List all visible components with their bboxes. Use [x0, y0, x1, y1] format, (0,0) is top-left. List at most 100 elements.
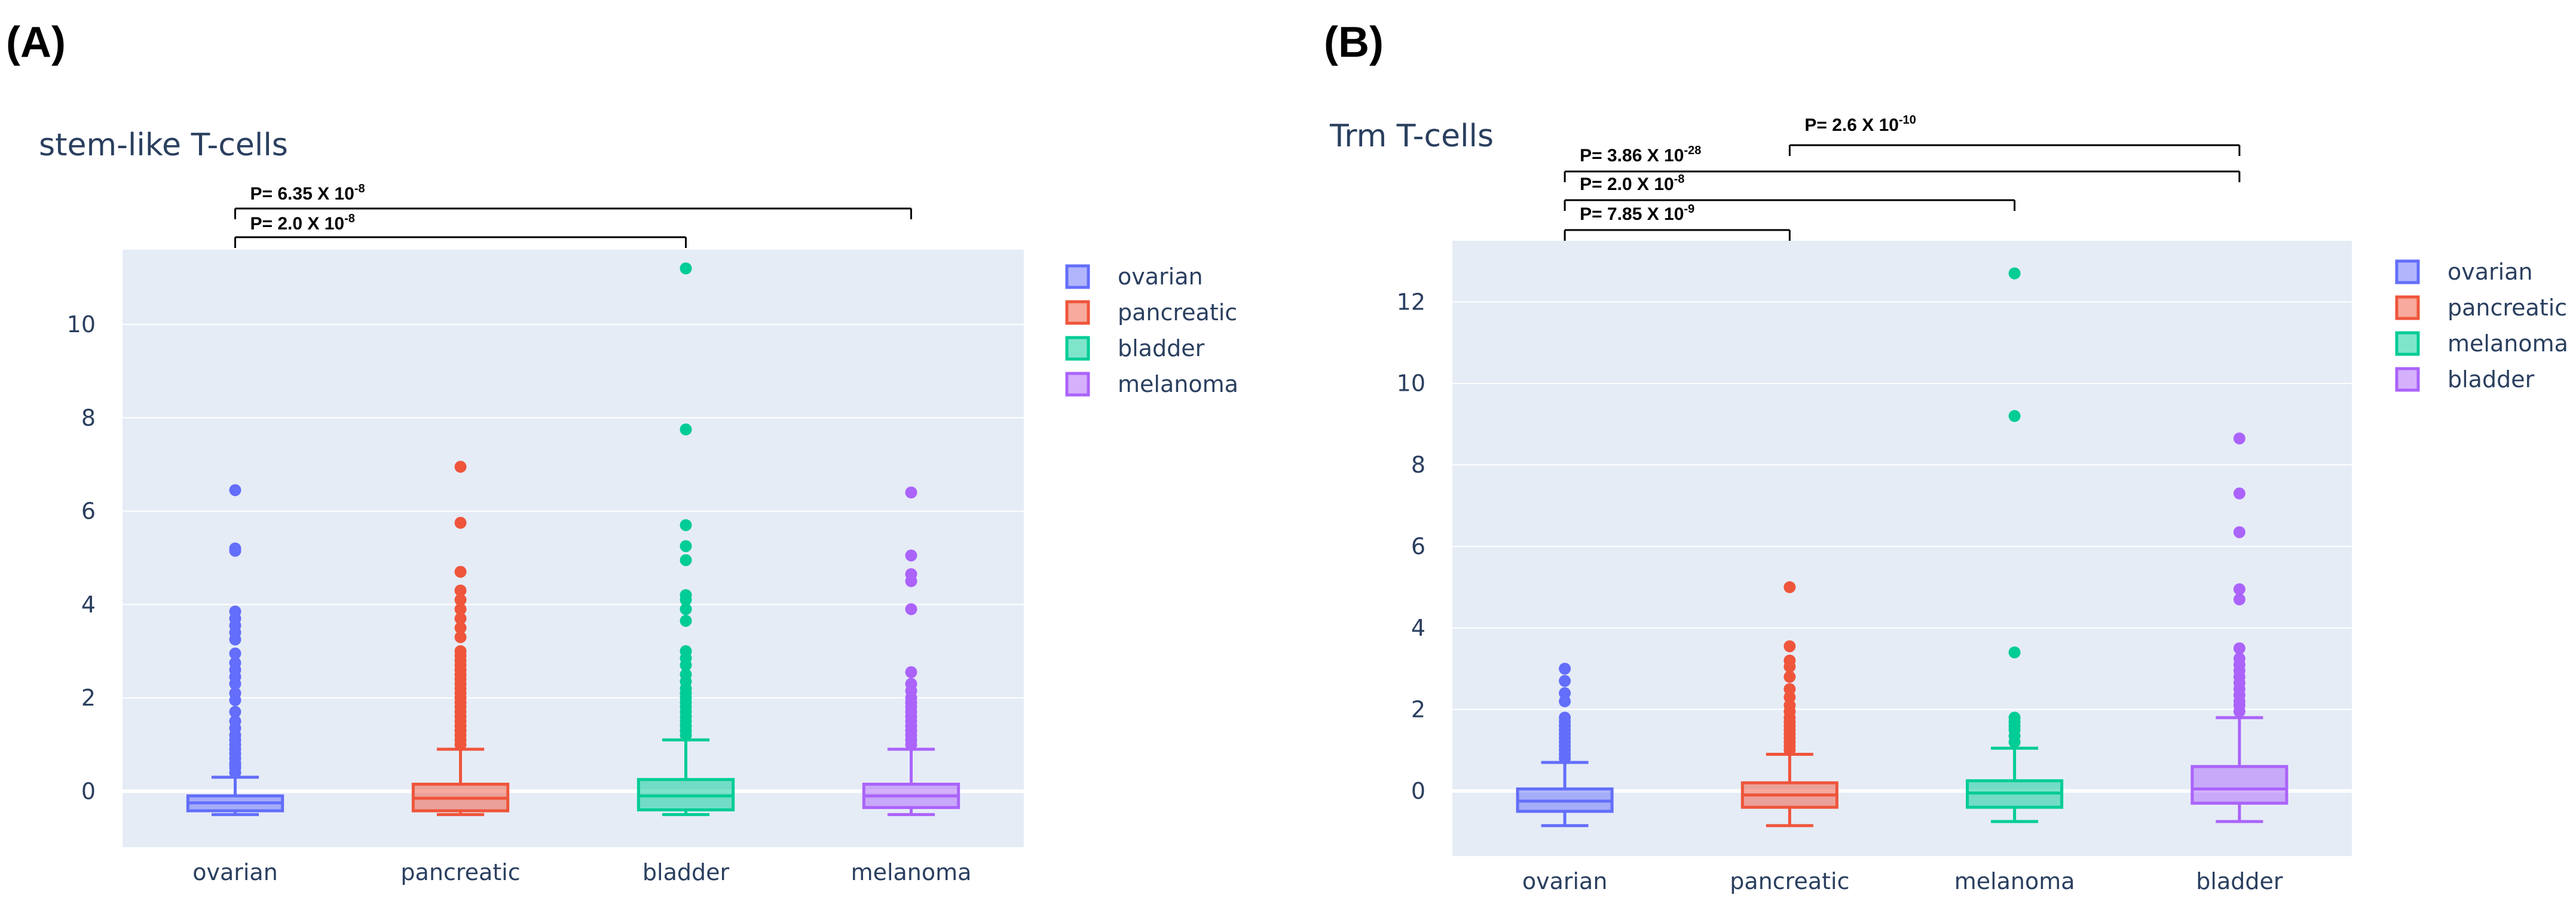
y-tick-label: 4: [1411, 615, 1425, 641]
outlier-point: [680, 262, 692, 275]
outlier-point: [229, 687, 241, 700]
p-value-exponent: -9: [1684, 203, 1694, 216]
x-tick-label: pancreatic: [400, 859, 520, 885]
y-tick-label: 10: [1397, 370, 1425, 397]
x-tick-label: melanoma: [851, 859, 972, 885]
outlier-point: [229, 543, 241, 554]
outlier-point: [2233, 583, 2245, 596]
outlier-point: [1559, 687, 1571, 700]
outlier-point: [229, 605, 241, 618]
p-value-label: P= 2.0 X 10-8: [250, 212, 355, 234]
y-tick-label: 2: [1411, 696, 1425, 722]
panel-label-a: (A): [6, 19, 66, 66]
outlier-point: [2233, 432, 2245, 445]
y-tick-label: 6: [81, 498, 96, 525]
box-bladder: [2190, 432, 2289, 823]
y-tick-label: 0: [1411, 778, 1425, 804]
legend-label: bladder: [2447, 366, 2535, 393]
p-value-exponent: -10: [1899, 114, 1916, 127]
outlier-point: [454, 631, 467, 643]
outlier-point: [2233, 652, 2245, 665]
plot-area: [123, 250, 1024, 847]
outlier-point: [2233, 642, 2245, 655]
outlier-point: [1559, 663, 1571, 675]
box-ovarian: [186, 484, 284, 816]
legend-swatch: [1065, 300, 1090, 325]
y-tick-label: 10: [67, 311, 96, 338]
legend-label: ovarian: [2447, 259, 2533, 285]
y-tick-label: 6: [1411, 534, 1425, 560]
outlier-point: [454, 603, 467, 615]
outlier-point: [2008, 410, 2021, 422]
outlier-point: [905, 549, 917, 562]
p-value-exponent: -8: [354, 182, 365, 195]
chart-title-b: Trm T-cells: [1329, 118, 1494, 154]
legend-label: melanoma: [2447, 330, 2568, 357]
outlier-point: [680, 423, 692, 436]
box-melanoma: [862, 486, 960, 816]
outlier-point: [2008, 712, 2021, 724]
box-melanoma: [1966, 267, 2064, 823]
outlier-point: [2233, 487, 2245, 499]
outlier-point: [680, 615, 692, 627]
y-tick-label: 4: [81, 591, 96, 618]
panel-label-b: (B): [1324, 19, 1384, 66]
significance-bracket: P= 6.35 X 10-8: [234, 182, 912, 219]
box-ovarian: [1516, 663, 1614, 827]
outlier-point: [229, 484, 241, 496]
outlier-point: [454, 517, 467, 529]
chart-trm: 0 2 4 6 8 10 12 ovarian pancreatic melanoma bladde…: [1397, 114, 2568, 894]
outlier-point: [454, 566, 467, 578]
outlier-point: [1783, 683, 1796, 695]
legend-swatch: [1065, 336, 1090, 361]
outlier-point: [454, 461, 467, 473]
legend-label: ovarian: [1118, 263, 1203, 290]
outlier-point: [680, 519, 692, 531]
outlier-point: [680, 645, 692, 657]
p-value-label: P= 6.35 X 10-8: [250, 182, 365, 204]
outlier-point: [680, 540, 692, 553]
x-tick-label: pancreatic: [1730, 868, 1849, 894]
outlier-point: [1559, 675, 1571, 687]
x-tick-label: bladder: [2196, 868, 2283, 894]
y-tick-label: 8: [81, 404, 96, 431]
outlier-point: [229, 647, 241, 660]
outlier-point: [2008, 646, 2021, 658]
box-pancreatic: [411, 461, 510, 816]
significance-bracket: P= 3.86 X 10-28: [1564, 144, 2241, 182]
x-tick-label: melanoma: [1954, 868, 2075, 894]
legend-label: pancreatic: [2447, 295, 2567, 321]
outlier-point: [454, 612, 467, 625]
outlier-point: [905, 568, 917, 580]
significance-bracket: P= 7.85 X 10-9: [1564, 203, 1791, 241]
outlier-point: [1783, 654, 1796, 667]
legend-swatch: [2395, 367, 2420, 392]
outlier-point: [454, 645, 467, 657]
outlier-point: [2233, 526, 2245, 538]
box-bladder: [637, 262, 735, 816]
significance-bracket: P= 2.0 X 10-8: [1564, 173, 2016, 211]
legend-label: pancreatic: [1118, 299, 1237, 326]
legend-swatch: [2395, 295, 2420, 320]
legend-swatch: [2395, 259, 2420, 284]
significance-bracket: P= 2.6 X 10-10: [1788, 114, 2241, 156]
chart-title-a: stem-like T-cells: [39, 127, 288, 163]
outlier-point: [1783, 581, 1796, 593]
outlier-point: [229, 657, 241, 669]
y-tick-label: 12: [1397, 289, 1425, 315]
p-value-label: P= 3.86 X 10-28: [1580, 144, 1701, 165]
chart-stem-like: 0 2 4 6 8 10 ovarian pancreatic bladder melanoma o…: [67, 182, 1238, 885]
box-iqr: [2190, 765, 2289, 805]
outlier-point: [680, 603, 692, 615]
significance-bracket: P= 2.0 X 10-8: [234, 212, 687, 248]
outlier-point: [229, 715, 241, 728]
plot-area: [1452, 241, 2352, 856]
y-tick-label: 8: [1411, 452, 1425, 478]
legend-swatch: [2395, 331, 2420, 356]
legend-label: bladder: [1118, 335, 1205, 361]
legend-swatch: [1065, 264, 1090, 289]
outlier-point: [680, 554, 692, 566]
y-tick-label: 2: [81, 685, 96, 711]
p-value-label: P= 2.6 X 10-10: [1804, 114, 1916, 135]
